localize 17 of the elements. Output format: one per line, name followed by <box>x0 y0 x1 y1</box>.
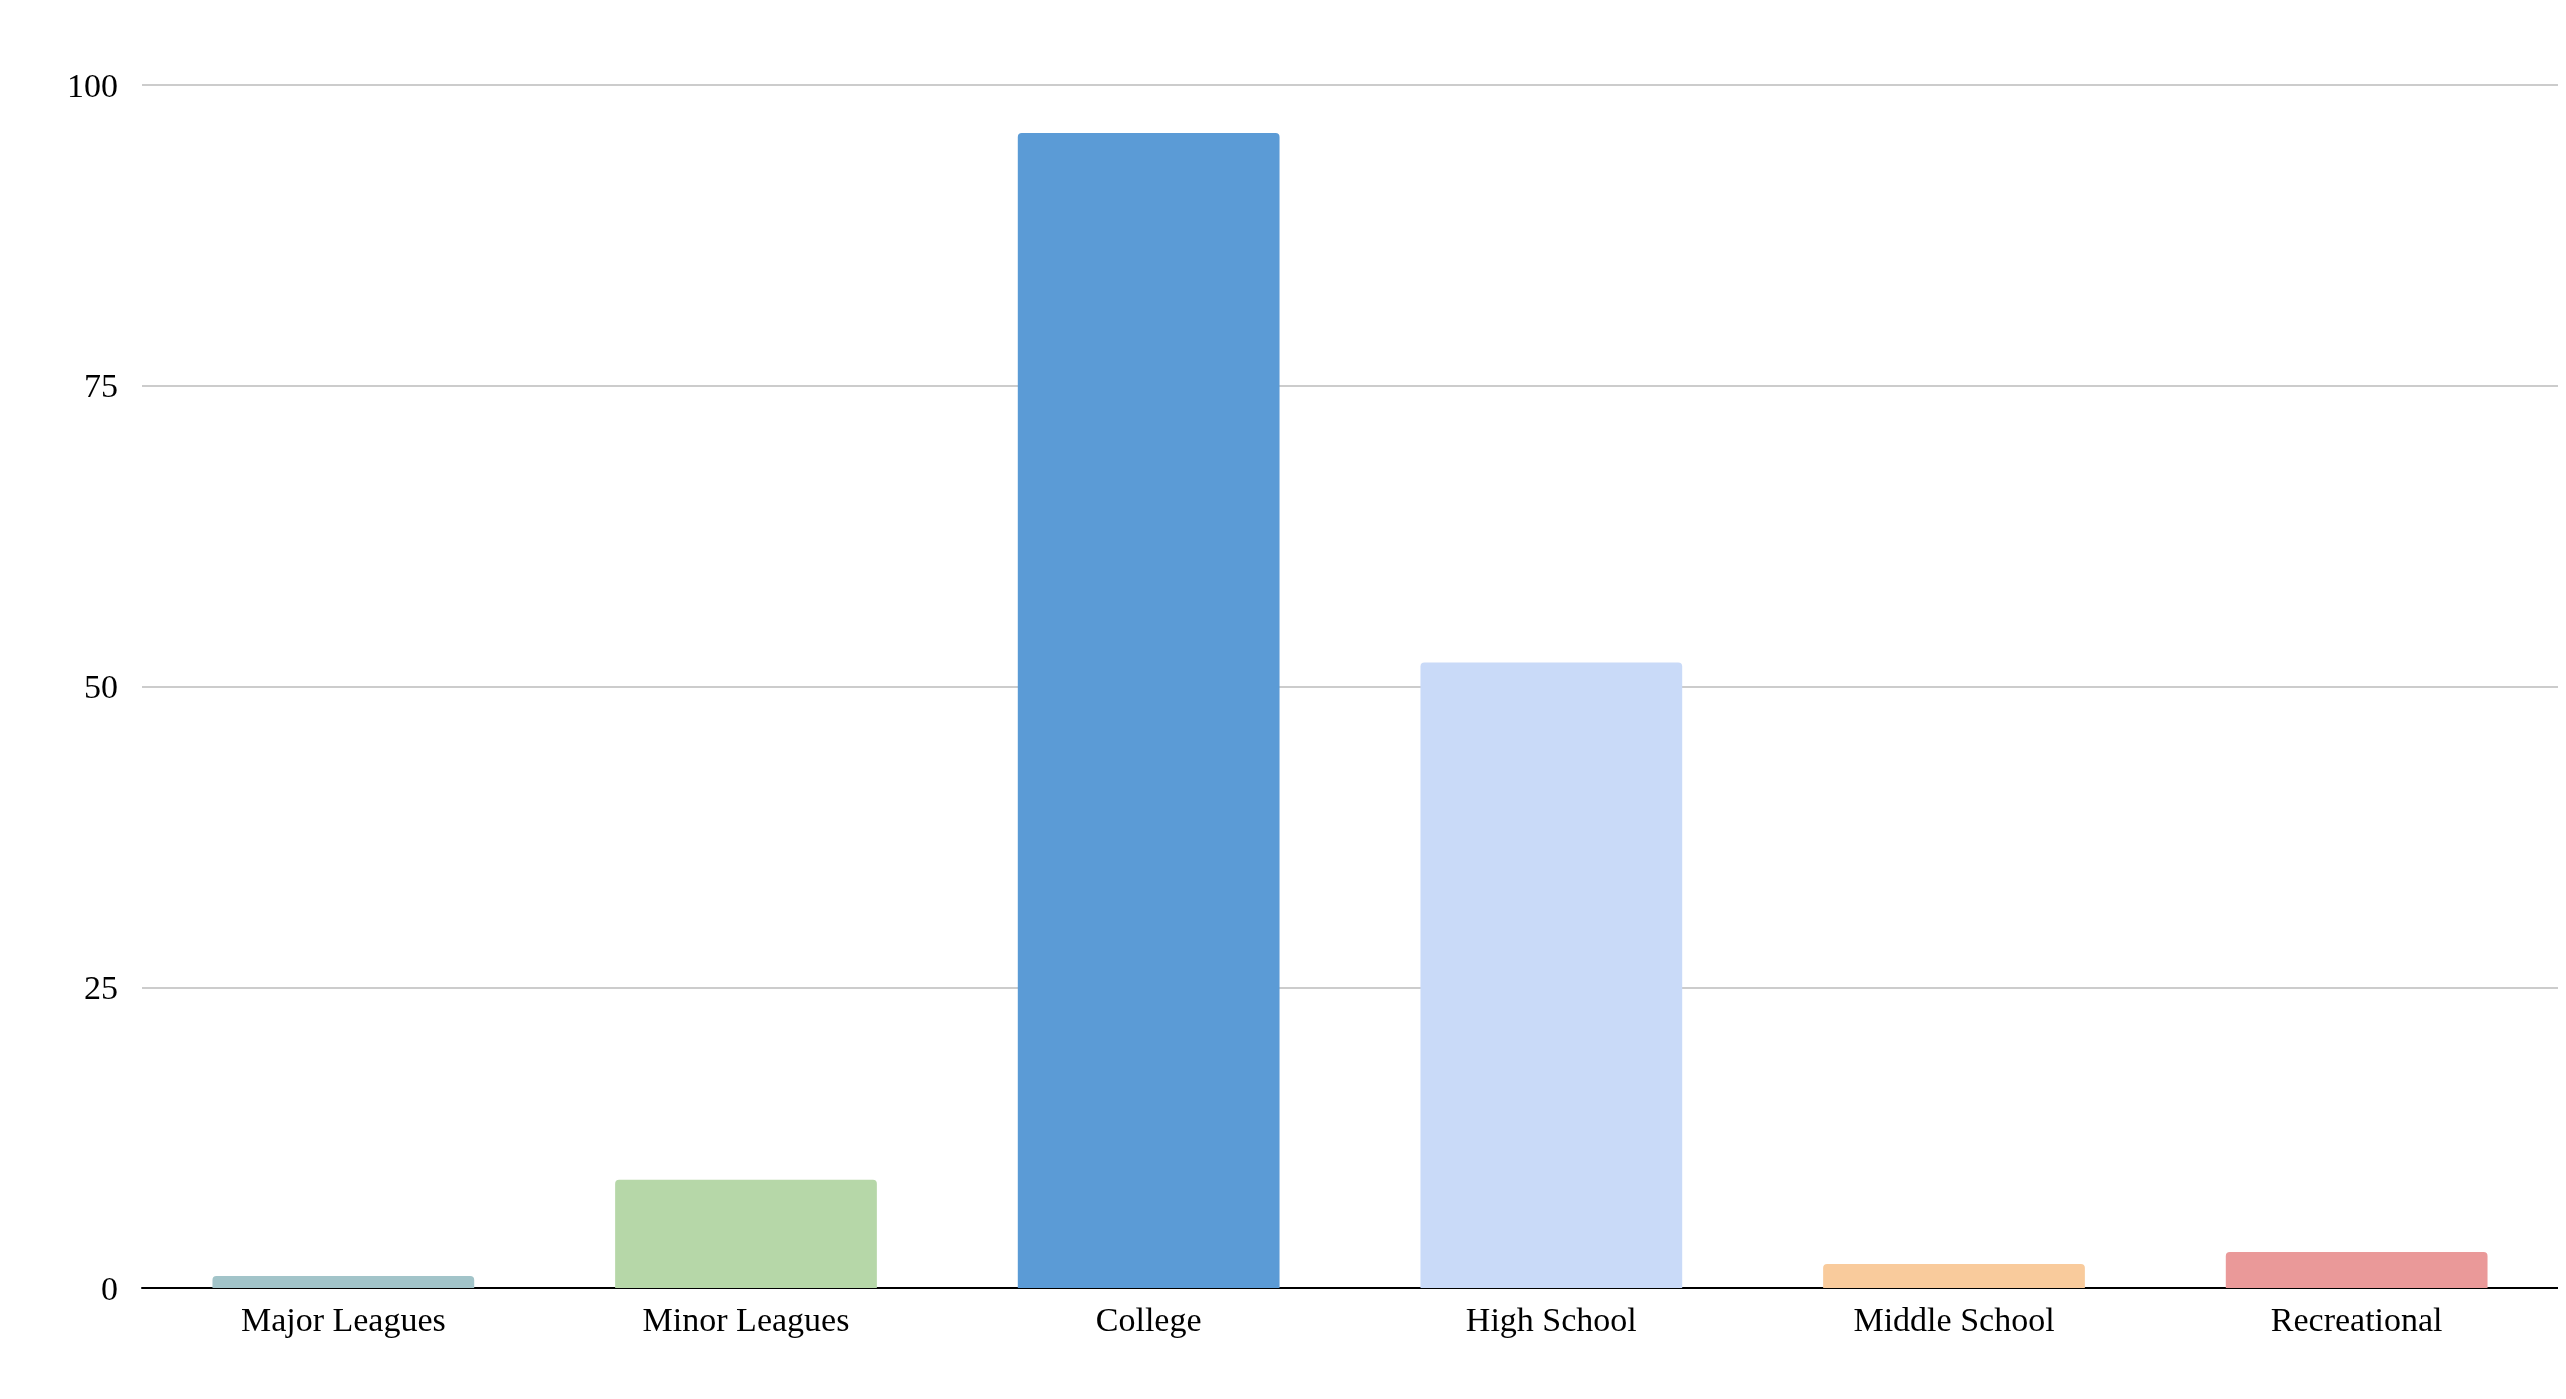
y-tick-label: 25 <box>84 968 118 1006</box>
bar <box>615 1179 877 1288</box>
y-tick-label: 100 <box>67 66 118 104</box>
y-tick-label: 0 <box>101 1269 118 1307</box>
x-tick-label: Recreational <box>2270 1300 2443 1338</box>
y-tick-label: 50 <box>84 668 118 705</box>
x-tick-label: High School <box>1465 1300 1637 1338</box>
bar <box>2225 1251 2488 1288</box>
bar <box>1420 662 1683 1288</box>
x-tick-label: Major Leagues <box>240 1300 446 1338</box>
x-tick-label: Minor Leagues <box>642 1300 850 1338</box>
bar <box>1823 1263 2085 1288</box>
bar <box>1017 133 1280 1288</box>
y-tick-label: 75 <box>84 367 118 405</box>
x-tick-label: College <box>1095 1300 1202 1338</box>
x-tick-label: Middle School <box>1853 1300 2055 1338</box>
bar <box>212 1275 475 1288</box>
